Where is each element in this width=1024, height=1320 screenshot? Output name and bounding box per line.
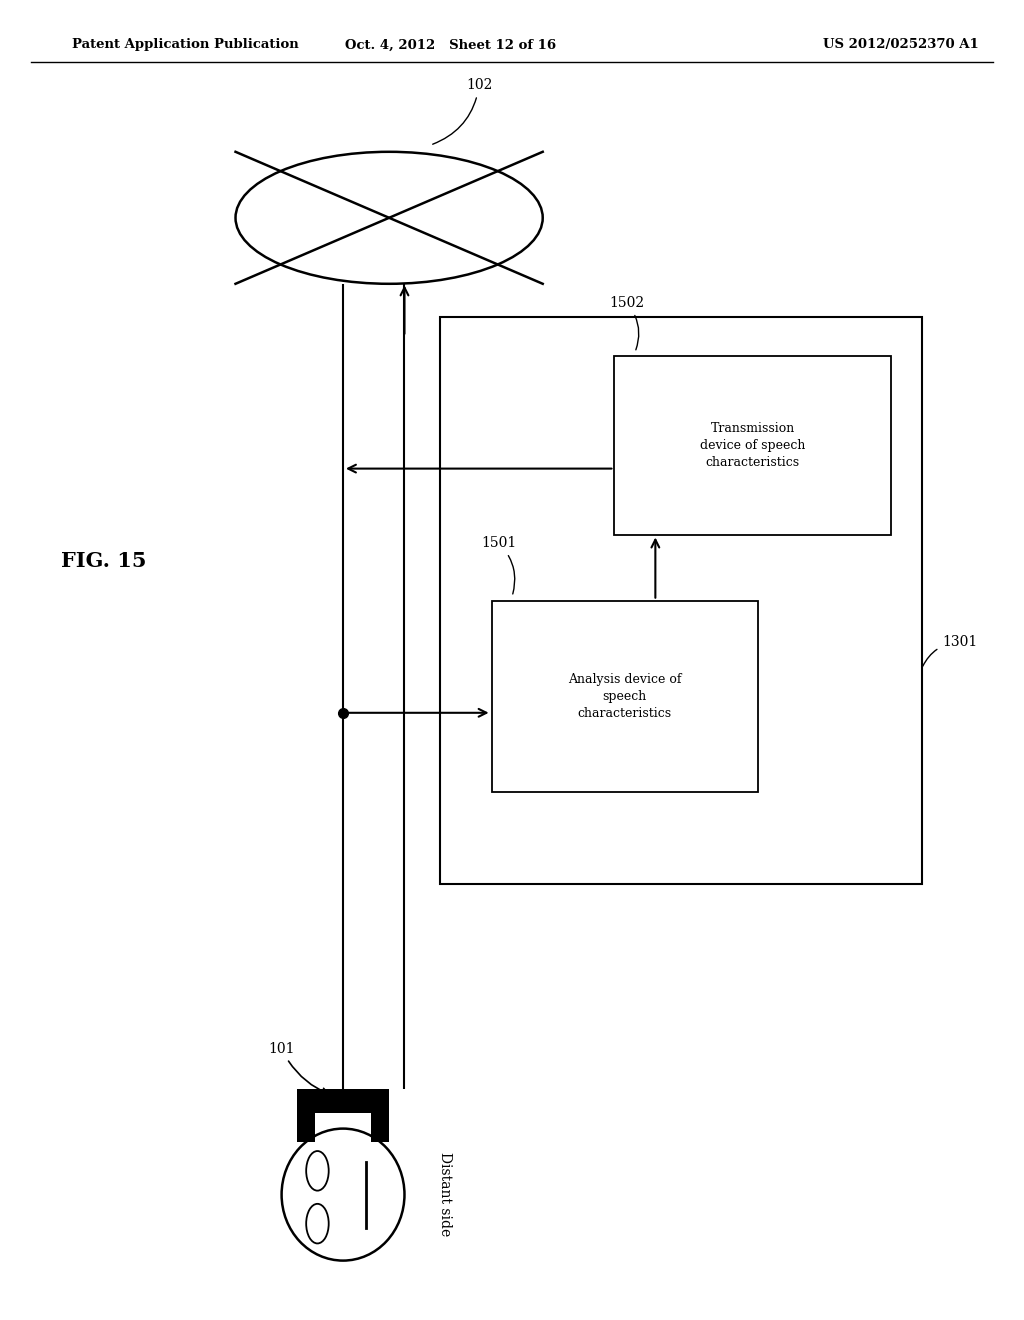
Bar <box>297 1113 315 1142</box>
Text: Transmission
device of speech
characteristics: Transmission device of speech characteri… <box>700 422 805 469</box>
Text: 101: 101 <box>268 1041 329 1094</box>
Bar <box>371 1113 389 1142</box>
Text: 1502: 1502 <box>609 296 644 350</box>
Text: Oct. 4, 2012   Sheet 12 of 16: Oct. 4, 2012 Sheet 12 of 16 <box>345 38 556 51</box>
Text: Analysis device of
speech
characteristics: Analysis device of speech characteristic… <box>568 673 681 719</box>
Bar <box>440 317 922 884</box>
Text: US 2012/0252370 A1: US 2012/0252370 A1 <box>823 38 979 51</box>
Text: Distant side: Distant side <box>438 1152 453 1237</box>
Bar <box>297 1089 389 1113</box>
Text: 1301: 1301 <box>923 635 977 667</box>
Text: FIG. 15: FIG. 15 <box>61 550 146 572</box>
Bar <box>492 601 758 792</box>
Bar <box>614 356 891 535</box>
Text: 1501: 1501 <box>481 536 516 594</box>
Text: 102: 102 <box>433 78 493 144</box>
Text: Patent Application Publication: Patent Application Publication <box>72 38 298 51</box>
